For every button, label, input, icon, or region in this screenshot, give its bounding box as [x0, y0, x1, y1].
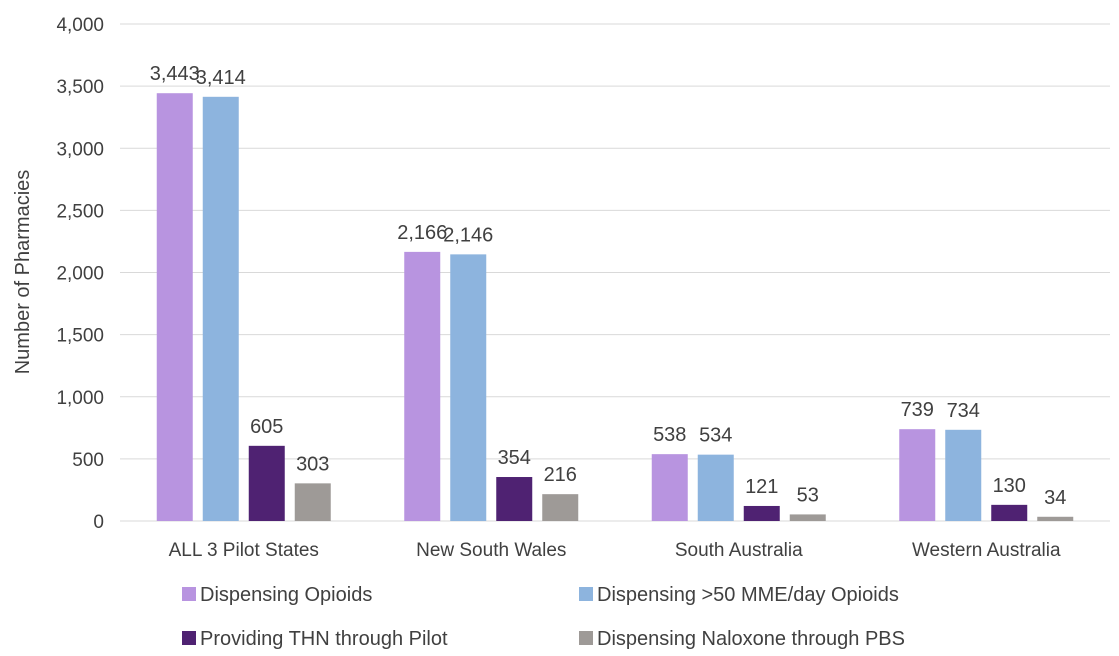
data-label: 2,146 — [443, 224, 493, 246]
bar — [743, 505, 780, 521]
data-label: 739 — [901, 399, 934, 421]
y-axis-title: Number of Pharmacies — [12, 170, 34, 375]
legend-swatch — [182, 587, 196, 601]
legend-label: Providing THN through Pilot — [200, 628, 448, 650]
y-tick-label: 4,000 — [56, 15, 104, 36]
y-tick-label: 3,500 — [56, 77, 104, 98]
y-tick-label: 2,500 — [56, 201, 104, 222]
legend-item: Dispensing Opioids — [182, 584, 372, 606]
x-category-label: New South Wales — [416, 540, 566, 561]
bar — [496, 477, 533, 521]
bar — [450, 254, 487, 521]
legend: Dispensing Opioids Dispensing >50 MME/day… — [182, 584, 905, 650]
x-category-label: Western Australia — [912, 540, 1061, 561]
data-label: 130 — [993, 475, 1026, 497]
bar — [156, 93, 193, 522]
legend-swatch — [182, 631, 196, 645]
x-category-label: South Australia — [675, 540, 803, 561]
data-label: 605 — [250, 416, 283, 438]
legend-swatch — [579, 587, 593, 601]
data-label: 3,443 — [150, 63, 200, 85]
legend-label: Dispensing Opioids — [200, 584, 372, 606]
legend-item: Dispensing Naloxone through PBS — [579, 628, 905, 650]
legend-item: Providing THN through Pilot — [182, 628, 448, 650]
data-label: 34 — [1044, 487, 1066, 509]
legend-swatch — [579, 631, 593, 645]
bar — [404, 251, 441, 521]
data-label: 303 — [296, 453, 329, 475]
bar — [1037, 516, 1074, 521]
bar — [651, 454, 688, 521]
bar — [697, 454, 734, 521]
y-tick-label: 500 — [72, 450, 104, 471]
legend-item: Dispensing >50 MME/day Opioids — [579, 584, 899, 606]
y-tick-label: 1,000 — [56, 388, 104, 409]
x-category-label: ALL 3 Pilot States — [169, 540, 319, 561]
x-axis-categories: ALL 3 Pilot States New South Wales South A… — [169, 540, 1061, 561]
data-label: 121 — [745, 476, 778, 498]
data-label: 3,414 — [196, 67, 246, 89]
data-label: 216 — [544, 464, 577, 486]
legend-label: Dispensing Naloxone through PBS — [597, 628, 905, 650]
gridlines — [120, 23, 1110, 522]
data-label: 354 — [498, 447, 531, 469]
y-tick-label: 3,000 — [56, 139, 104, 160]
y-tick-label: 0 — [93, 512, 104, 533]
data-label: 2,166 — [397, 222, 447, 244]
data-label: 534 — [699, 425, 732, 447]
bar — [789, 514, 826, 521]
legend-label: Dispensing >50 MME/day Opioids — [597, 584, 899, 606]
bar — [294, 483, 331, 521]
bar — [945, 429, 982, 521]
bar — [899, 429, 936, 521]
bar — [248, 445, 285, 521]
y-axis-ticks: 0 500 1,000 1,500 2,000 2,500 3,000 3,500 4,000 — [56, 15, 104, 533]
y-tick-label: 1,500 — [56, 326, 104, 347]
data-label: 538 — [653, 424, 686, 446]
bar — [542, 494, 579, 521]
y-tick-label: 2,000 — [56, 264, 104, 285]
data-label: 734 — [947, 400, 980, 422]
bar — [991, 504, 1028, 521]
bar — [202, 96, 239, 522]
bars — [156, 93, 1074, 522]
data-label: 53 — [797, 484, 819, 506]
